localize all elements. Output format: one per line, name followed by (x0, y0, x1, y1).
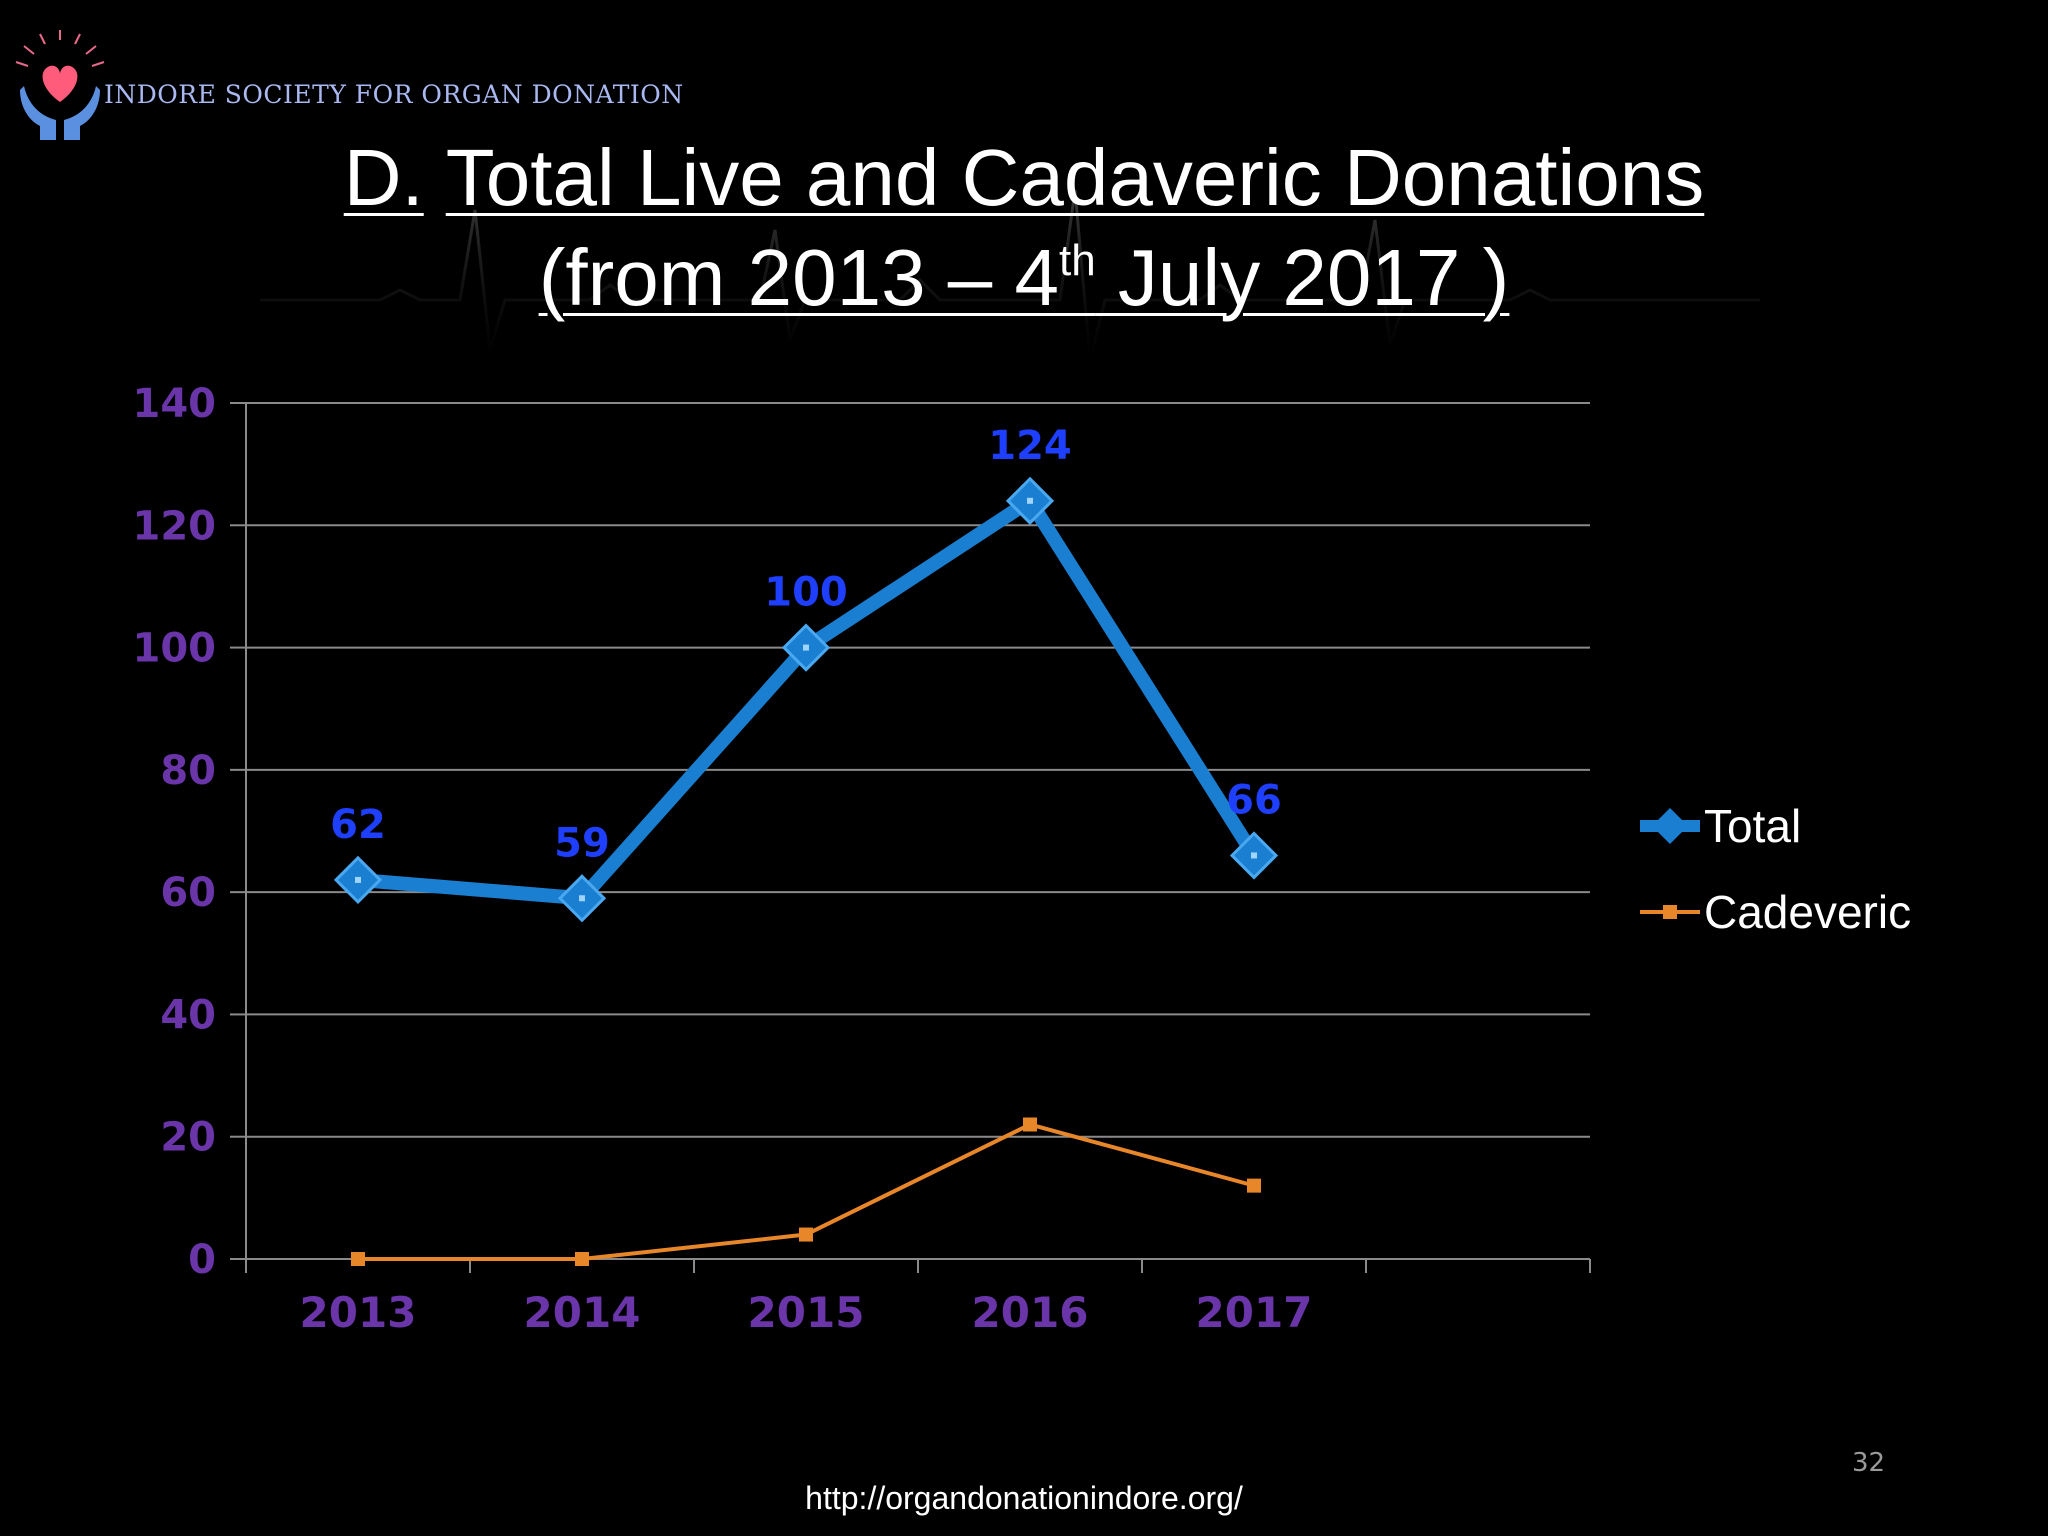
x-tick-label: 2016 (972, 1288, 1089, 1337)
total-point-highlight (355, 876, 361, 883)
cadeveric-point-marker (575, 1252, 589, 1266)
slide-title: D. Total Live and Cadaveric Donations (fr… (0, 128, 2048, 328)
page-number: 32 (1852, 1448, 1886, 1478)
legend-marker-cadeveric (1663, 905, 1677, 919)
title-line-1: D. Total Live and Cadaveric Donations (0, 128, 2048, 228)
series-line-total (357, 493, 1260, 906)
x-tick-label: 2017 (1196, 1288, 1313, 1337)
cadeveric-point-marker (1247, 1178, 1261, 1193)
x-tick-label: 2015 (748, 1288, 865, 1337)
data-label: 100 (764, 570, 848, 616)
cadeveric-point-marker (351, 1252, 365, 1266)
y-tick-label: 120 (133, 503, 217, 549)
total-point-highlight (803, 644, 809, 651)
title-superscript: th (1059, 236, 1096, 285)
data-label: 59 (554, 820, 610, 866)
total-point-highlight (1251, 852, 1257, 859)
title-date-range-end: July 2017 ) (1095, 233, 1510, 322)
ecg-background-graphic (260, 189, 1760, 361)
cadeveric-point-marker (799, 1227, 813, 1242)
title-prefix: D. (343, 133, 424, 222)
legend-label: Total (1704, 800, 1801, 852)
title-line-2: (from 2013 – 4th July 2017 ) (0, 228, 2048, 328)
data-label: 62 (330, 802, 386, 848)
legend-label: Cadeveric (1704, 886, 1911, 938)
total-point-highlight (1027, 497, 1033, 504)
y-tick-label: 140 (133, 381, 217, 427)
title-date-range-start: (from 2013 – 4 (538, 233, 1059, 322)
x-tick-label: 2013 (300, 1288, 417, 1337)
y-tick-label: 40 (160, 992, 216, 1038)
cadeveric-point-marker (1023, 1117, 1037, 1132)
legend-marker-total (1652, 808, 1688, 844)
y-tick-label: 60 (160, 870, 216, 916)
data-label: 66 (1226, 777, 1282, 823)
total-point-highlight (579, 895, 585, 902)
y-tick-label: 20 (160, 1115, 216, 1161)
heart-hands-logo-icon (15, 30, 105, 140)
y-tick-label: 0 (188, 1237, 216, 1283)
y-tick-label: 80 (160, 748, 216, 794)
footer-url: http://organdonationindore.org/ (805, 1480, 1243, 1516)
y-tick-label: 100 (133, 626, 217, 672)
x-tick-label: 2014 (524, 1288, 641, 1337)
data-label: 124 (988, 423, 1072, 469)
organization-name: INDORE SOCIETY FOR ORGAN DONATION (104, 80, 684, 109)
title-main: Total Live and Cadaveric Donations (445, 133, 1705, 222)
